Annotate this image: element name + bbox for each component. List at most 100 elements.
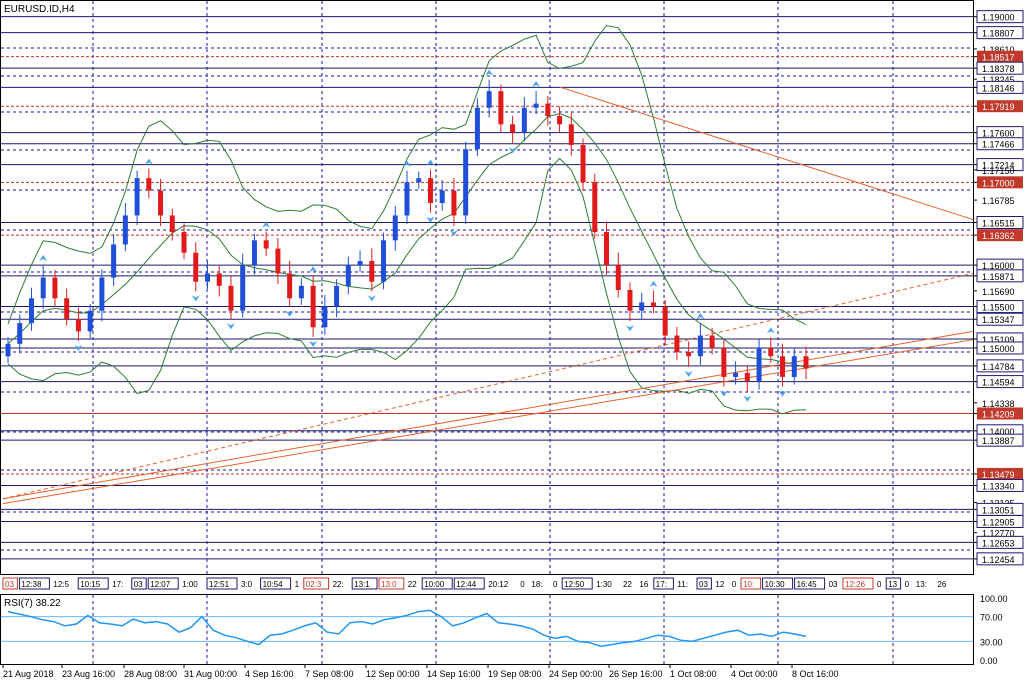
candle-bull	[111, 244, 117, 278]
price-label: 1.18610	[982, 45, 1015, 55]
strip-label: 22	[408, 580, 417, 589]
symbol-title: EURUSD.ID,H4	[4, 4, 75, 15]
price-label-box	[976, 26, 1024, 40]
candle-bear	[744, 372, 750, 382]
price-label-box	[976, 80, 1024, 94]
price-label: 1.17150	[982, 166, 1015, 176]
price-label: 1.17214	[982, 161, 1015, 171]
strip-label: 12:07	[150, 580, 171, 589]
candle-bull	[240, 265, 246, 311]
candle-bull	[463, 149, 469, 216]
fractal-down-marker	[778, 390, 787, 397]
strip-label-box	[653, 577, 674, 590]
time-axis: 21 Aug 2018 23 Aug 16:00 28 Aug 08:00 31 Au…	[2, 664, 839, 679]
time-label: 8 Oct 16:00	[792, 669, 839, 679]
grid-layer	[1, 1, 973, 664]
fractal-down-marker	[743, 395, 752, 402]
price-axis: 1.19000 1.18807 1.186101.185171.183781.182…	[973, 10, 1024, 566]
candle-bull	[251, 240, 257, 266]
price-label: 1.17000	[982, 178, 1015, 188]
rsi-pane-frame	[0, 594, 974, 665]
price-label-box	[976, 61, 1024, 75]
fractal-up-marker	[262, 221, 271, 228]
price-label: 1.15347	[982, 315, 1015, 325]
trend-lines[interactable]	[2, 86, 974, 505]
candle-bull	[392, 215, 398, 241]
candle-bear	[498, 91, 504, 125]
candle-bear	[64, 298, 70, 319]
candle-bear	[674, 335, 680, 353]
candle-bull	[697, 335, 703, 357]
strip-label: 13	[888, 580, 897, 589]
time-label: 31 Aug 00:00	[184, 669, 237, 679]
candle-bear	[662, 306, 668, 336]
rsi-label: RSI(7) 38.22	[4, 598, 61, 609]
strip-label: 17:	[112, 580, 123, 589]
candle-bear	[181, 232, 187, 253]
candle-bear	[721, 347, 727, 377]
candle-bear	[275, 248, 281, 274]
strip-label-box-red	[740, 577, 762, 590]
strip-label-box	[885, 577, 902, 590]
strip-label: 03	[829, 580, 838, 589]
candle-bear	[427, 178, 433, 204]
price-label: 1.13887	[982, 436, 1015, 446]
strip-label: 16	[639, 580, 648, 589]
candle-bear	[686, 352, 692, 357]
candle-bull	[17, 323, 23, 344]
price-label: 1.15690	[982, 287, 1015, 297]
candle-bull	[28, 298, 34, 324]
price-label-box	[976, 375, 1024, 389]
level-lines	[1, 16, 973, 560]
candle-bull	[381, 240, 387, 282]
price-label-box	[976, 478, 1024, 492]
price-label: 1.12770	[982, 529, 1015, 539]
candle-bull	[322, 306, 328, 328]
strip-label-box	[794, 577, 826, 590]
candle-bear	[287, 273, 293, 299]
candle-bear	[193, 252, 199, 282]
candle-bear	[592, 182, 598, 233]
candle-bear	[75, 318, 81, 332]
strip-label-box	[77, 577, 109, 590]
fractal-down-marker	[508, 147, 517, 154]
price-label-box	[976, 269, 1024, 283]
fractal-up-marker	[532, 81, 541, 88]
price-label-box-red	[977, 467, 1023, 480]
fractal-up-marker	[485, 69, 494, 76]
strip-label: 18:	[531, 580, 542, 589]
fractal-down-marker	[449, 230, 458, 237]
fractal-up-marker	[766, 327, 775, 334]
candle-bear	[310, 285, 316, 328]
price-label: 1.17600	[982, 129, 1015, 139]
candle-bear	[169, 215, 175, 233]
rsi-axis: 100.00 70.00 30.00 0.00	[980, 594, 1008, 666]
price-label-box	[976, 535, 1024, 549]
candle-bear	[557, 116, 563, 125]
price-label: 1.12454	[982, 555, 1015, 565]
candle-bear	[627, 289, 633, 311]
candle-bear	[545, 103, 551, 117]
price-label-box-red	[977, 50, 1023, 63]
price-label-box-red	[977, 100, 1023, 113]
time-label-strip: 03 12:38 12:5 10:15 17: 03 12:07 1:00 12:51 3:0 10…	[2, 577, 947, 590]
time-label: 14 Sep 16:00	[427, 669, 481, 679]
price-label: 1.18245	[982, 75, 1015, 85]
strip-label-box	[561, 577, 593, 590]
strip-label: 13:1	[354, 580, 370, 589]
time-label: 7 Sep 08:00	[305, 669, 354, 679]
candle-bull	[5, 343, 11, 357]
strip-label: 13:0	[381, 580, 397, 589]
fractal-up-marker	[696, 312, 705, 319]
fractal-down-marker	[367, 295, 376, 302]
strip-label: 03	[134, 580, 143, 589]
time-label: 4 Sep 16:00	[245, 669, 294, 679]
price-label: 1.17466	[982, 140, 1015, 150]
candle-bull	[122, 215, 128, 245]
candle-bear	[568, 124, 574, 146]
price-label: 1.12653	[982, 538, 1015, 548]
main-pane-frame	[0, 0, 974, 575]
time-label: 12 Sep 00:00	[366, 669, 420, 679]
